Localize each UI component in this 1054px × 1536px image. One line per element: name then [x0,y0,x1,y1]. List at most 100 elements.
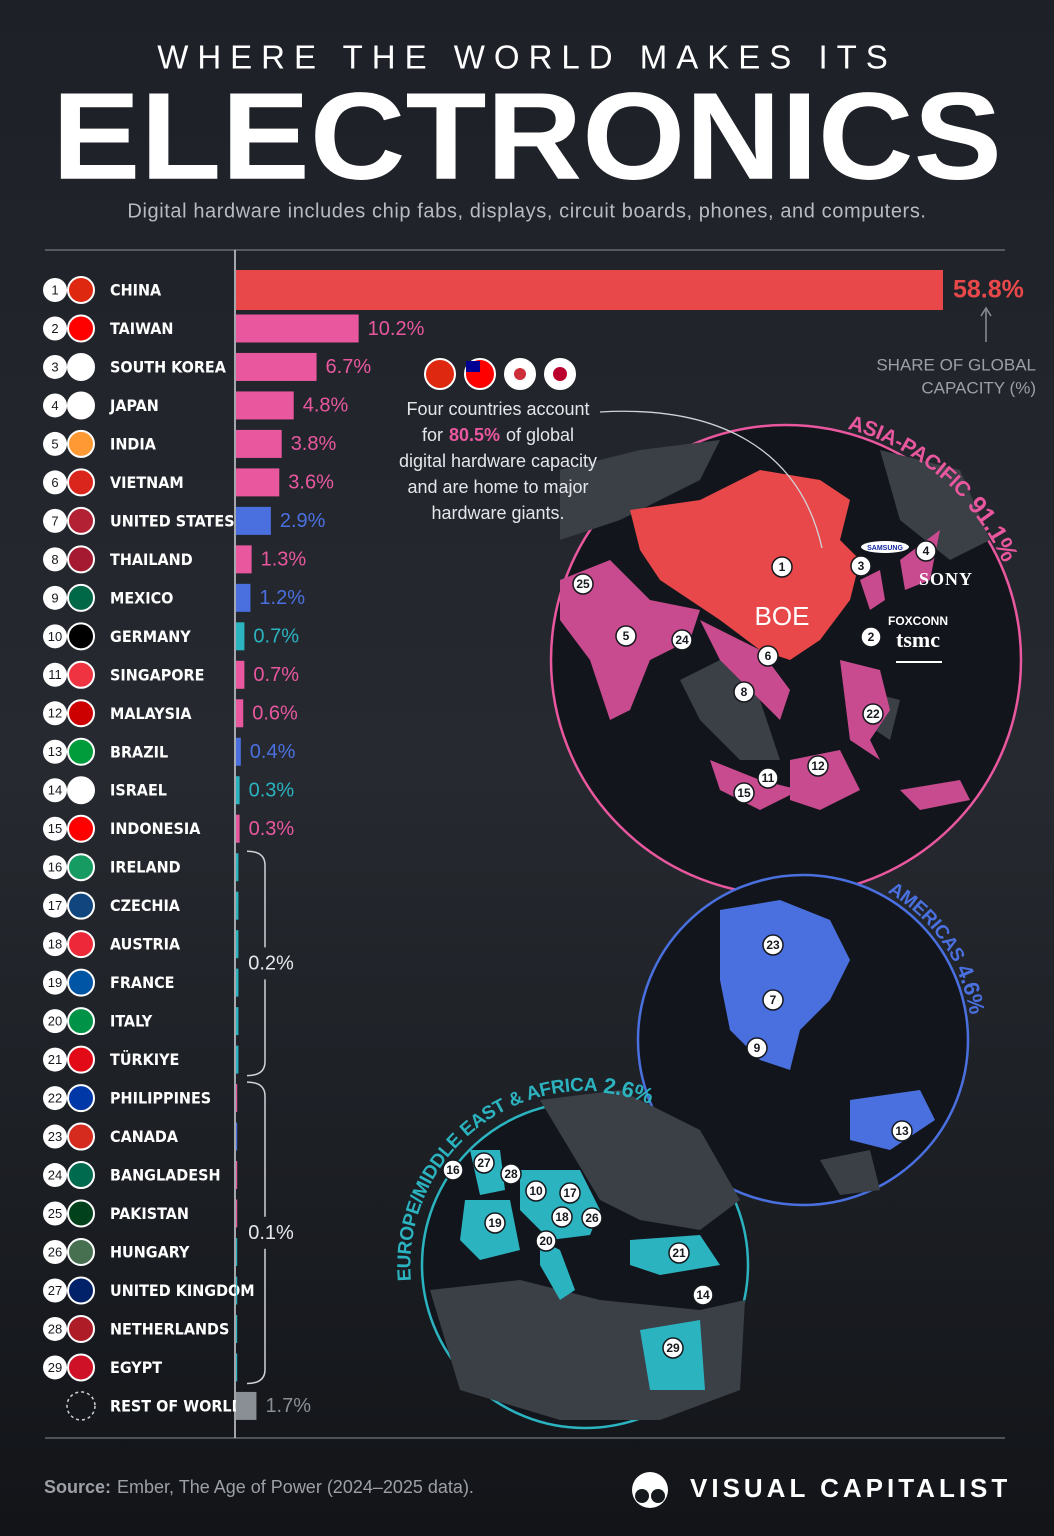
map-marker-label: 11 [762,771,775,785]
rank-badge [43,816,67,841]
annotation-text: for [422,425,443,445]
rank-badge [43,1201,67,1226]
flag [67,622,95,651]
flag [67,1353,95,1382]
map-marker [891,1120,913,1142]
title: ELECTRONICS [52,68,1002,206]
category-label: TAIWAN [110,319,173,338]
value-label: 3.8% [291,433,337,455]
bar [236,545,252,574]
rank-badge [43,354,67,379]
bar [236,1122,238,1151]
rank: 16 [48,860,62,875]
category-label: INDIA [110,434,157,453]
map-marker-label: 21 [672,1246,686,1260]
flag [67,1276,95,1305]
note-arrowhead [980,306,992,317]
flag [67,545,95,574]
flag [67,352,95,381]
annotation-text: Four countries account [406,399,589,419]
logo [632,1472,668,1508]
category-label: SOUTH KOREA [110,357,227,376]
rank-badge [43,1163,67,1188]
flag [67,737,95,766]
value-label: 0.4% [250,741,296,763]
rank: 15 [48,821,62,836]
flag [67,1199,95,1228]
bar [236,699,244,728]
rank-badge [43,855,67,880]
flag [67,1314,95,1343]
category-label: FRANCE [110,973,175,992]
bar [236,1045,239,1074]
map-marker [500,1163,522,1185]
value-label: 58.8% [953,276,1024,304]
bar [236,468,280,497]
map-marker [551,1206,573,1228]
category-label: THAILAND [110,550,193,569]
rank: 1 [51,282,58,297]
map-marker [484,1212,506,1234]
category-label: NETHERLANDS [110,1319,229,1338]
brand: tsmc [896,627,940,652]
subtitle: Digital hardware includes chip fabs, dis… [127,200,926,222]
rank: 18 [48,937,62,952]
category-label: EGYPT [110,1358,162,1377]
bracket-label: 0.1% [248,1222,294,1244]
kicker: WHERE THE WORLD MAKES ITS [157,39,897,76]
value-label: 3.6% [288,472,334,494]
annotation-arrow [599,410,823,549]
value-label: 0.6% [252,703,298,725]
map-marker-label: 5 [623,629,630,643]
map-marker-label: 29 [666,1341,680,1355]
map-marker [762,934,784,956]
rank-badge [43,547,67,572]
rank-badge [43,431,67,456]
value-label: 1.2% [259,587,305,609]
flag [67,930,95,959]
map-marker-label: 17 [563,1186,577,1200]
brand: BOE [755,601,810,631]
map-marker-label: 16 [446,1163,460,1177]
map-marker [757,767,779,789]
annotation-text: hardware giants. [431,503,564,523]
americas-map [636,873,970,1207]
rank: 13 [48,744,62,759]
map-marker [915,540,937,562]
value-label: 1.3% [261,549,307,571]
rank-badge [43,508,67,533]
bar [236,853,239,882]
annotation-text: and are home to major [407,477,588,497]
map-marker [581,1207,603,1229]
rank: 25 [48,1206,62,1221]
bar [236,968,239,997]
bracket [246,1081,266,1385]
map-marker [771,556,793,578]
category-label: CHINA [110,281,162,300]
map-marker-label: 10 [529,1184,543,1198]
flag [67,853,95,882]
flag [67,699,95,728]
category-label: CANADA [110,1127,179,1146]
bar [236,1276,238,1305]
flag [67,660,95,689]
bar [236,930,239,959]
rank-badge [43,1278,67,1303]
map-marker-label: 19 [488,1216,502,1230]
category-label: HUNGARY [110,1243,190,1262]
map-marker-label: 7 [770,993,777,1007]
map-marker [757,645,779,667]
rank: 4 [51,398,58,413]
flag [67,276,95,304]
map-marker [762,989,784,1011]
category-label: VIETNAM [110,473,184,492]
map-marker [525,1180,547,1202]
category-label: MALAYSIA [110,704,192,723]
rank-badge [43,393,67,418]
rank-badge [43,316,67,341]
bar [236,391,294,420]
rank-badge [43,1086,67,1111]
annotation-text: digital hardware capacity [399,451,597,471]
rank: 10 [48,629,62,644]
